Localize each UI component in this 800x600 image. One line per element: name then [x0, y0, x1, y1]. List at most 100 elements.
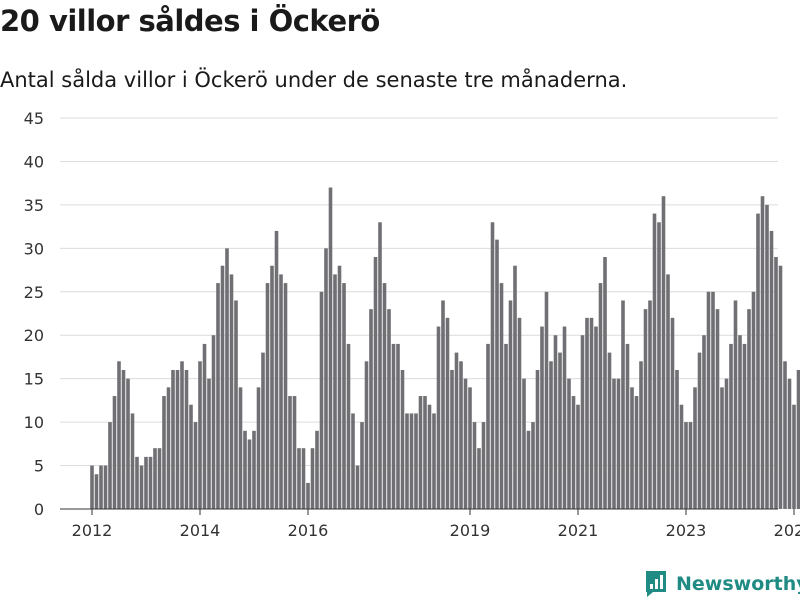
- bar: [216, 283, 220, 509]
- bar: [202, 343, 207, 509]
- bar: [670, 317, 675, 509]
- brand-name: Newsworthy: [676, 573, 800, 595]
- bar: [130, 413, 135, 509]
- bar: [139, 465, 144, 509]
- bar: [765, 204, 769, 509]
- bar: [535, 369, 540, 509]
- bar: [310, 448, 315, 509]
- page-title: 20 villor såldes i Öckerö: [0, 4, 380, 38]
- bar: [238, 387, 243, 509]
- bar: [288, 396, 292, 509]
- bar: [702, 335, 706, 509]
- newsworthy-brand[interactable]: Newsworthy: [644, 569, 800, 599]
- bar: [126, 378, 130, 509]
- bar: [787, 378, 792, 509]
- bar: [747, 309, 751, 509]
- bar: [247, 439, 252, 509]
- x-tick-label: 2019: [450, 521, 491, 540]
- bar: [306, 482, 310, 509]
- bar: [414, 413, 418, 509]
- bar: [265, 283, 270, 509]
- bar: [756, 213, 760, 510]
- y-tick-label: 20: [24, 326, 44, 345]
- bar: [508, 300, 513, 509]
- bar: [454, 352, 459, 509]
- bar: [661, 196, 666, 509]
- bar: [94, 474, 99, 509]
- bar: [324, 248, 328, 510]
- bar: [486, 343, 490, 509]
- bar: [468, 387, 472, 509]
- bar: [688, 422, 693, 509]
- bar: [684, 422, 688, 509]
- bar: [346, 343, 351, 509]
- bar: [409, 413, 414, 509]
- bar: [603, 257, 607, 509]
- bar: [373, 257, 378, 509]
- axes: [60, 508, 795, 515]
- bar: [450, 369, 454, 509]
- bar: [378, 222, 382, 509]
- bar: [625, 343, 630, 509]
- bar: [481, 422, 486, 509]
- bar: [594, 326, 598, 509]
- bar: [436, 326, 441, 509]
- bar: [261, 352, 265, 509]
- bar: [711, 291, 715, 509]
- bar: [738, 335, 742, 509]
- x-tick-label: 2023: [666, 521, 707, 540]
- bar: [382, 283, 387, 509]
- bar: [729, 343, 733, 509]
- bar: [576, 404, 580, 509]
- bar: [697, 352, 702, 509]
- bar: [607, 352, 612, 509]
- bar: [157, 448, 162, 509]
- bar: [715, 309, 720, 509]
- bar: [472, 422, 477, 509]
- bar: [675, 369, 679, 509]
- bar: [364, 361, 369, 509]
- bar: [621, 300, 625, 509]
- y-tick-label: 25: [24, 283, 44, 302]
- bar: [400, 369, 405, 509]
- bar: [243, 430, 247, 509]
- bar: [342, 283, 346, 509]
- bar: [117, 361, 121, 509]
- bar: [531, 422, 535, 509]
- bar: [90, 465, 94, 509]
- bar: [567, 378, 571, 509]
- bar: [103, 465, 108, 509]
- newsworthy-logo-icon: [646, 571, 666, 597]
- bar: [652, 213, 657, 510]
- bar: [445, 317, 450, 509]
- bar: [589, 317, 594, 509]
- bar: [387, 309, 391, 509]
- bar: [337, 265, 342, 509]
- bar: [598, 283, 603, 509]
- bar: [225, 248, 229, 510]
- bar: [252, 430, 256, 509]
- bar: [198, 361, 202, 509]
- bar: [553, 335, 558, 509]
- y-tick-label: 5: [34, 457, 44, 476]
- x-tick-label: 2012: [72, 521, 113, 540]
- bar: [360, 422, 364, 509]
- y-tick-label: 0: [34, 500, 44, 519]
- bar: [517, 317, 522, 509]
- bar: [522, 378, 526, 509]
- bar: [328, 187, 333, 509]
- bar: [724, 378, 729, 509]
- y-tick-label: 15: [24, 370, 44, 389]
- bar: [220, 265, 225, 509]
- bar: [657, 222, 661, 509]
- bar: [751, 291, 756, 509]
- bar: [549, 361, 553, 509]
- bar: [499, 283, 504, 509]
- bar: [571, 396, 576, 509]
- x-tick-label: 2016: [288, 521, 329, 540]
- bar: [693, 387, 697, 509]
- bar: [153, 448, 157, 509]
- bar: [121, 369, 126, 509]
- bar: [391, 343, 396, 509]
